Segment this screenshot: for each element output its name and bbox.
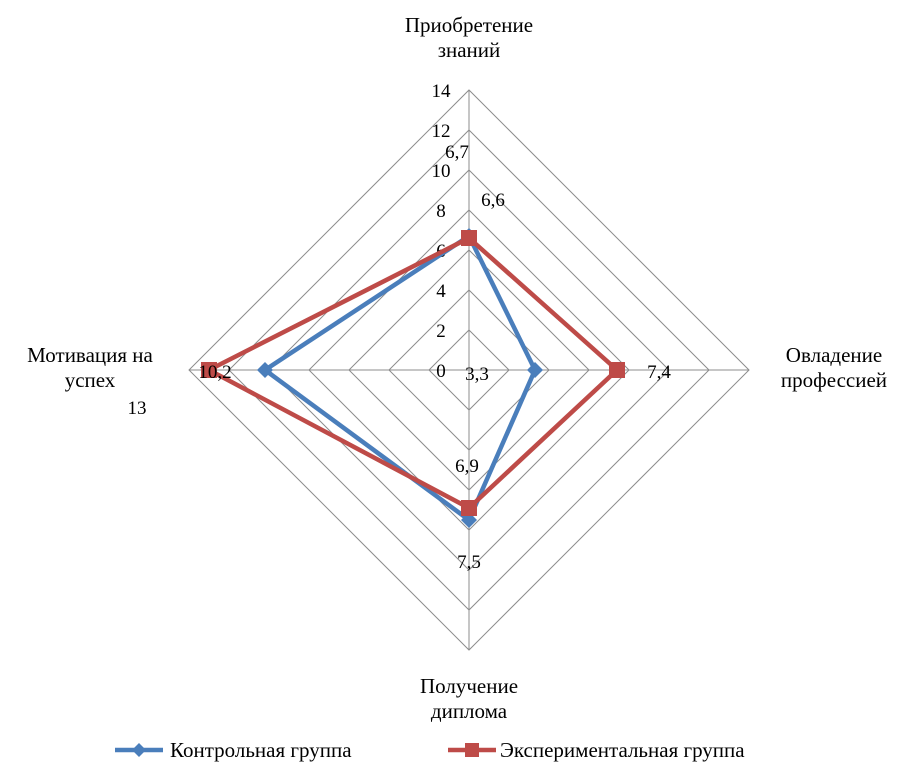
series-1 [201, 230, 625, 516]
axis-label-0: Приобретение знаний [405, 13, 533, 62]
data-label-0-2: 7,5 [457, 552, 481, 573]
series-1-point-0 [461, 230, 477, 246]
data-label-0-0: 6,7 [445, 142, 469, 163]
series-1-point-1 [609, 362, 625, 378]
data-label-1-1: 7,4 [647, 362, 671, 383]
axis-label-line: Мотивация на [27, 343, 153, 367]
axis-label-line: профессией [781, 368, 887, 392]
legend-item-0: Контрольная группа [115, 738, 352, 762]
axis-label-line: диплома [431, 699, 508, 723]
legend-label-1: Экспериментальная группа [500, 738, 745, 762]
axis-label-2: Получение диплома [420, 674, 518, 723]
legend: Контрольная группа Экспериментальная груп… [115, 738, 745, 762]
axis-label-line: Овладение [786, 343, 882, 367]
data-labels: 6,7 3,3 7,5 10,2 6,6 7,4 6,9 13 [128, 142, 672, 573]
tick-label-8: 8 [436, 201, 446, 222]
tick-label-2: 2 [436, 321, 446, 342]
series-0-point-1 [527, 362, 543, 378]
tick-label-0: 0 [436, 361, 446, 382]
series-0-point-3 [257, 362, 273, 378]
series-group [201, 228, 625, 528]
series-1-point-3 [201, 362, 217, 378]
axis-label-line: Получение [420, 674, 518, 698]
radar-grid [188, 89, 750, 651]
legend-label-0: Контрольная группа [170, 738, 352, 762]
axis-label-line: Приобретение [405, 13, 533, 37]
axis-label-1: Овладение профессией [781, 343, 887, 392]
axis-label-line: знаний [438, 38, 501, 62]
data-label-1-3: 13 [128, 398, 147, 419]
axis-label-line: успех [65, 368, 116, 392]
tick-label-4: 4 [436, 281, 446, 302]
legend-item-1: Экспериментальная группа [448, 738, 745, 762]
data-label-0-1: 3,3 [465, 364, 489, 385]
tick-label-10: 10 [432, 161, 451, 182]
axis-labels: Приобретение знаний Овладение профессией Пол… [27, 13, 887, 723]
tick-label-14: 14 [432, 81, 452, 102]
data-label-1-2: 6,9 [455, 456, 479, 477]
series-1-point-2 [461, 500, 477, 516]
axis-label-3: Мотивация на успех [27, 343, 153, 392]
tick-label-12: 12 [432, 121, 451, 142]
legend-marker-0 [132, 743, 146, 757]
data-label-1-0: 6,6 [481, 190, 505, 211]
legend-marker-1 [465, 743, 479, 757]
data-label-0-3: 10,2 [198, 362, 231, 383]
